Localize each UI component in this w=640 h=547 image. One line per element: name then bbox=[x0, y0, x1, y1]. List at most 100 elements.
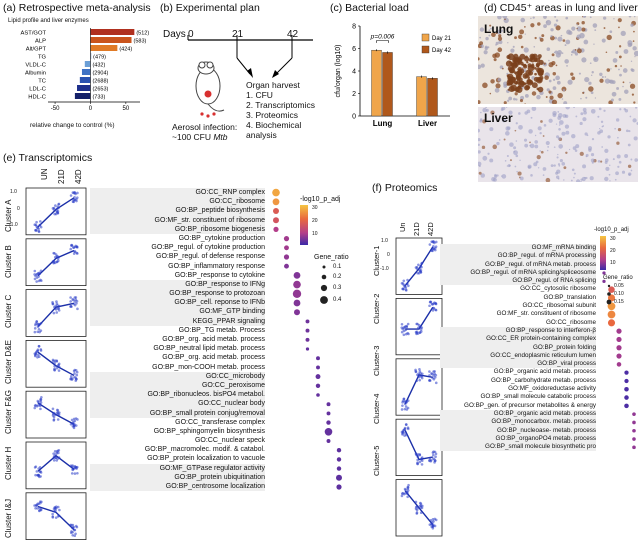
panel-b-title: (b) Experimental plan bbox=[160, 2, 260, 14]
e-gene-point bbox=[35, 320, 39, 323]
e-gene-point bbox=[34, 506, 37, 510]
e-gene-point bbox=[57, 259, 60, 263]
days-label: Days bbox=[163, 29, 186, 40]
c-bar-Liver-Day 21 bbox=[416, 76, 427, 117]
liver-cell bbox=[629, 115, 632, 118]
f-gene-point bbox=[415, 322, 418, 326]
e-gene-point bbox=[34, 473, 37, 477]
e-gene-point bbox=[33, 269, 37, 273]
lung-cell bbox=[552, 71, 557, 76]
c-bar-Liver-Day 42 bbox=[427, 78, 438, 117]
lung-cd45-cluster bbox=[513, 53, 519, 59]
lung-cell bbox=[478, 43, 482, 49]
lung-cell bbox=[530, 23, 535, 28]
f-gene-point bbox=[403, 407, 407, 411]
lung-cell bbox=[589, 16, 592, 19]
liver-cell bbox=[534, 144, 539, 149]
lung-cell bbox=[502, 16, 508, 19]
lung-cell bbox=[555, 25, 561, 31]
f-gene-point bbox=[421, 504, 424, 508]
lung-cell bbox=[561, 52, 564, 54]
f-size-legend bbox=[606, 284, 612, 305]
e-gene-point bbox=[33, 277, 37, 281]
f-enrichment-dot bbox=[632, 445, 636, 450]
lung-cell bbox=[543, 62, 546, 65]
liver-cell bbox=[540, 150, 544, 154]
e-gene-point bbox=[37, 323, 41, 327]
e-gene-point bbox=[52, 452, 55, 455]
liver-cell bbox=[523, 138, 528, 142]
f-gene-point bbox=[418, 460, 422, 464]
liver-cell bbox=[589, 176, 594, 181]
lung-cell bbox=[548, 90, 552, 94]
experimental-plan-diagram bbox=[187, 35, 313, 118]
liver-cell bbox=[518, 124, 523, 130]
lung-cell bbox=[478, 57, 480, 61]
liver-cell bbox=[514, 165, 517, 168]
f-enrichment-dot bbox=[607, 319, 616, 327]
lung-cell bbox=[536, 94, 541, 100]
e-enrichment-dot bbox=[293, 299, 301, 307]
liver-cell bbox=[478, 171, 482, 175]
lung-cell bbox=[592, 23, 598, 28]
lung-cell bbox=[576, 27, 578, 30]
lung-cell bbox=[515, 98, 518, 101]
lung-cell bbox=[524, 26, 526, 28]
lung-cell bbox=[630, 60, 633, 62]
lung-cell bbox=[588, 81, 592, 85]
panel-a-title: (a) Retrospective meta-analysis bbox=[3, 2, 151, 14]
liver-cell bbox=[519, 176, 524, 181]
f-gene-point bbox=[415, 379, 419, 383]
liver-cell bbox=[515, 154, 519, 158]
f-enrichment-dot bbox=[616, 328, 622, 334]
f-term: GO:BP_organic acid metab. process bbox=[440, 409, 596, 419]
liver-cell bbox=[478, 143, 480, 146]
lung-cell bbox=[531, 91, 537, 96]
liver-cell bbox=[542, 167, 547, 171]
liver-cell bbox=[558, 127, 561, 131]
lung-cell bbox=[622, 81, 625, 84]
liver-cell bbox=[557, 137, 561, 141]
lung-cell bbox=[610, 68, 612, 70]
e-gene-point bbox=[70, 523, 73, 527]
f-gene-point bbox=[405, 408, 409, 411]
lung-cd45-cluster bbox=[527, 63, 532, 68]
liver-cell bbox=[565, 130, 570, 135]
liver-cell bbox=[546, 149, 549, 152]
f-gene-point bbox=[419, 371, 422, 375]
liver-cell bbox=[557, 111, 560, 113]
lung-cell bbox=[605, 51, 608, 54]
f-col-42d: 42D bbox=[426, 222, 435, 236]
lung-cell bbox=[627, 42, 632, 48]
f-gene-point bbox=[431, 376, 434, 380]
lung-cell bbox=[564, 44, 567, 47]
panel-d-title: (d) CD45⁺ areas in lung and liver bbox=[484, 2, 638, 14]
f-gene-point bbox=[403, 426, 407, 430]
liver-cell bbox=[570, 179, 573, 182]
harvest-title: Organ harvest bbox=[246, 80, 300, 90]
f-gene-point bbox=[432, 245, 435, 248]
lung-cd45-cluster bbox=[535, 76, 543, 84]
f-gene-point bbox=[414, 505, 418, 509]
e-gene-point bbox=[55, 459, 59, 462]
e-term-list: GO:CC_RNP complex GO:CC_ribosome GO:BP_pep… bbox=[90, 188, 265, 492]
f-enrichment-dot bbox=[602, 279, 606, 283]
f-gene-point bbox=[434, 455, 437, 459]
aerosol-mtb: Mtb bbox=[213, 132, 228, 142]
lung-cell bbox=[482, 82, 488, 89]
f-gene-point bbox=[431, 248, 434, 251]
liver-cell bbox=[496, 141, 500, 146]
lung-cd45-cluster bbox=[527, 85, 531, 89]
liver-cell bbox=[501, 175, 503, 177]
f-term: GO:BP_viral process bbox=[440, 360, 596, 369]
liver-cell bbox=[583, 110, 587, 115]
lung-cell bbox=[633, 16, 636, 18]
lung-cd45-cluster bbox=[513, 71, 517, 74]
f-gene-point bbox=[429, 519, 433, 522]
lung-cell bbox=[612, 58, 618, 63]
lung-cell bbox=[608, 100, 613, 104]
cluster-4-label: Cluster-4 bbox=[372, 393, 381, 424]
lung-cell bbox=[604, 78, 611, 84]
aerosol-line2: ~100 CFU bbox=[172, 132, 214, 142]
e-size-dot-1 bbox=[322, 265, 326, 269]
